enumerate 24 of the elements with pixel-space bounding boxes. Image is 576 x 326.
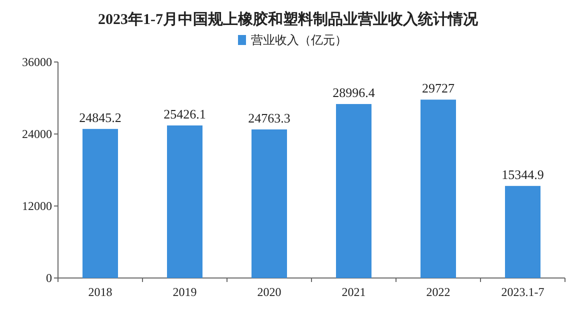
y-tick-label: 0 (46, 271, 52, 285)
y-tick-label: 24000 (22, 127, 52, 141)
chart-title: 2023年1-7月中国规上橡胶和塑料制品业营业收入统计情况 (98, 10, 479, 28)
bar (167, 125, 202, 278)
x-tick-label: 2022 (426, 285, 450, 299)
text: 24763.3 (248, 110, 290, 126)
x-tick-label: 2019 (172, 285, 197, 299)
legend-label: 营业收入（亿元） (251, 33, 347, 47)
y-tick-label: 12000 (22, 199, 52, 213)
bar (82, 128, 118, 278)
bar (252, 129, 287, 278)
text: 25426.1 (164, 106, 206, 122)
text: 15344.9 (502, 166, 544, 182)
text: 24845.2 (79, 110, 122, 125)
x-tick-label: 2020 (257, 285, 282, 299)
bar (420, 100, 456, 278)
y-tick-label: 36000 (22, 55, 52, 69)
x-tick-label: 2018 (88, 285, 112, 299)
x-tick-label: 2023.1-7 (501, 285, 544, 299)
bar (505, 186, 540, 278)
x-tick-label: 2021 (342, 285, 366, 299)
text: 28996.4 (332, 85, 375, 100)
bar (336, 104, 372, 278)
text: 29727 (422, 80, 454, 96)
